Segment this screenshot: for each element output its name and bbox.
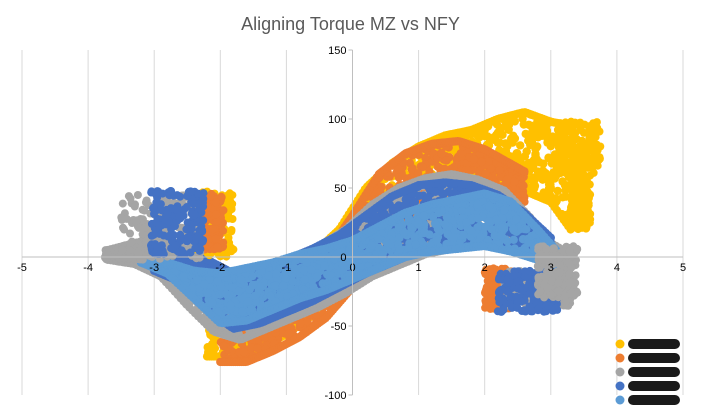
data-point bbox=[442, 156, 451, 165]
data-point bbox=[516, 141, 525, 150]
data-point bbox=[530, 154, 540, 163]
data-point bbox=[558, 193, 567, 202]
data-point bbox=[502, 175, 512, 184]
data-point bbox=[492, 131, 501, 140]
data-point bbox=[503, 122, 512, 131]
data-point bbox=[510, 134, 520, 143]
data-point bbox=[519, 181, 528, 190]
data-point bbox=[526, 136, 535, 146]
data-point bbox=[526, 121, 536, 130]
data-point bbox=[521, 129, 530, 139]
data-point bbox=[438, 189, 447, 198]
data-point bbox=[530, 181, 540, 191]
data-points bbox=[101, 108, 605, 367]
data-point bbox=[538, 129, 548, 138]
data-point bbox=[498, 130, 507, 139]
data-point bbox=[516, 154, 525, 163]
data-point bbox=[547, 159, 556, 168]
chart-title: Aligning Torque MZ vs NFY bbox=[241, 14, 460, 34]
data-point bbox=[495, 166, 504, 175]
data-point bbox=[553, 186, 562, 196]
data-point bbox=[239, 347, 249, 357]
data-point bbox=[561, 186, 570, 195]
data-point bbox=[541, 172, 551, 181]
data-point bbox=[253, 344, 262, 353]
data-point bbox=[544, 180, 554, 189]
data-point bbox=[477, 157, 486, 167]
data-point bbox=[469, 155, 479, 164]
data-point bbox=[549, 171, 558, 181]
data-point bbox=[219, 342, 228, 351]
data-point bbox=[525, 158, 534, 168]
data-point bbox=[530, 175, 539, 184]
data-point bbox=[520, 167, 529, 176]
data-point bbox=[481, 169, 490, 178]
data-point bbox=[510, 177, 519, 186]
data-point bbox=[394, 165, 403, 174]
data-point bbox=[533, 142, 542, 151]
